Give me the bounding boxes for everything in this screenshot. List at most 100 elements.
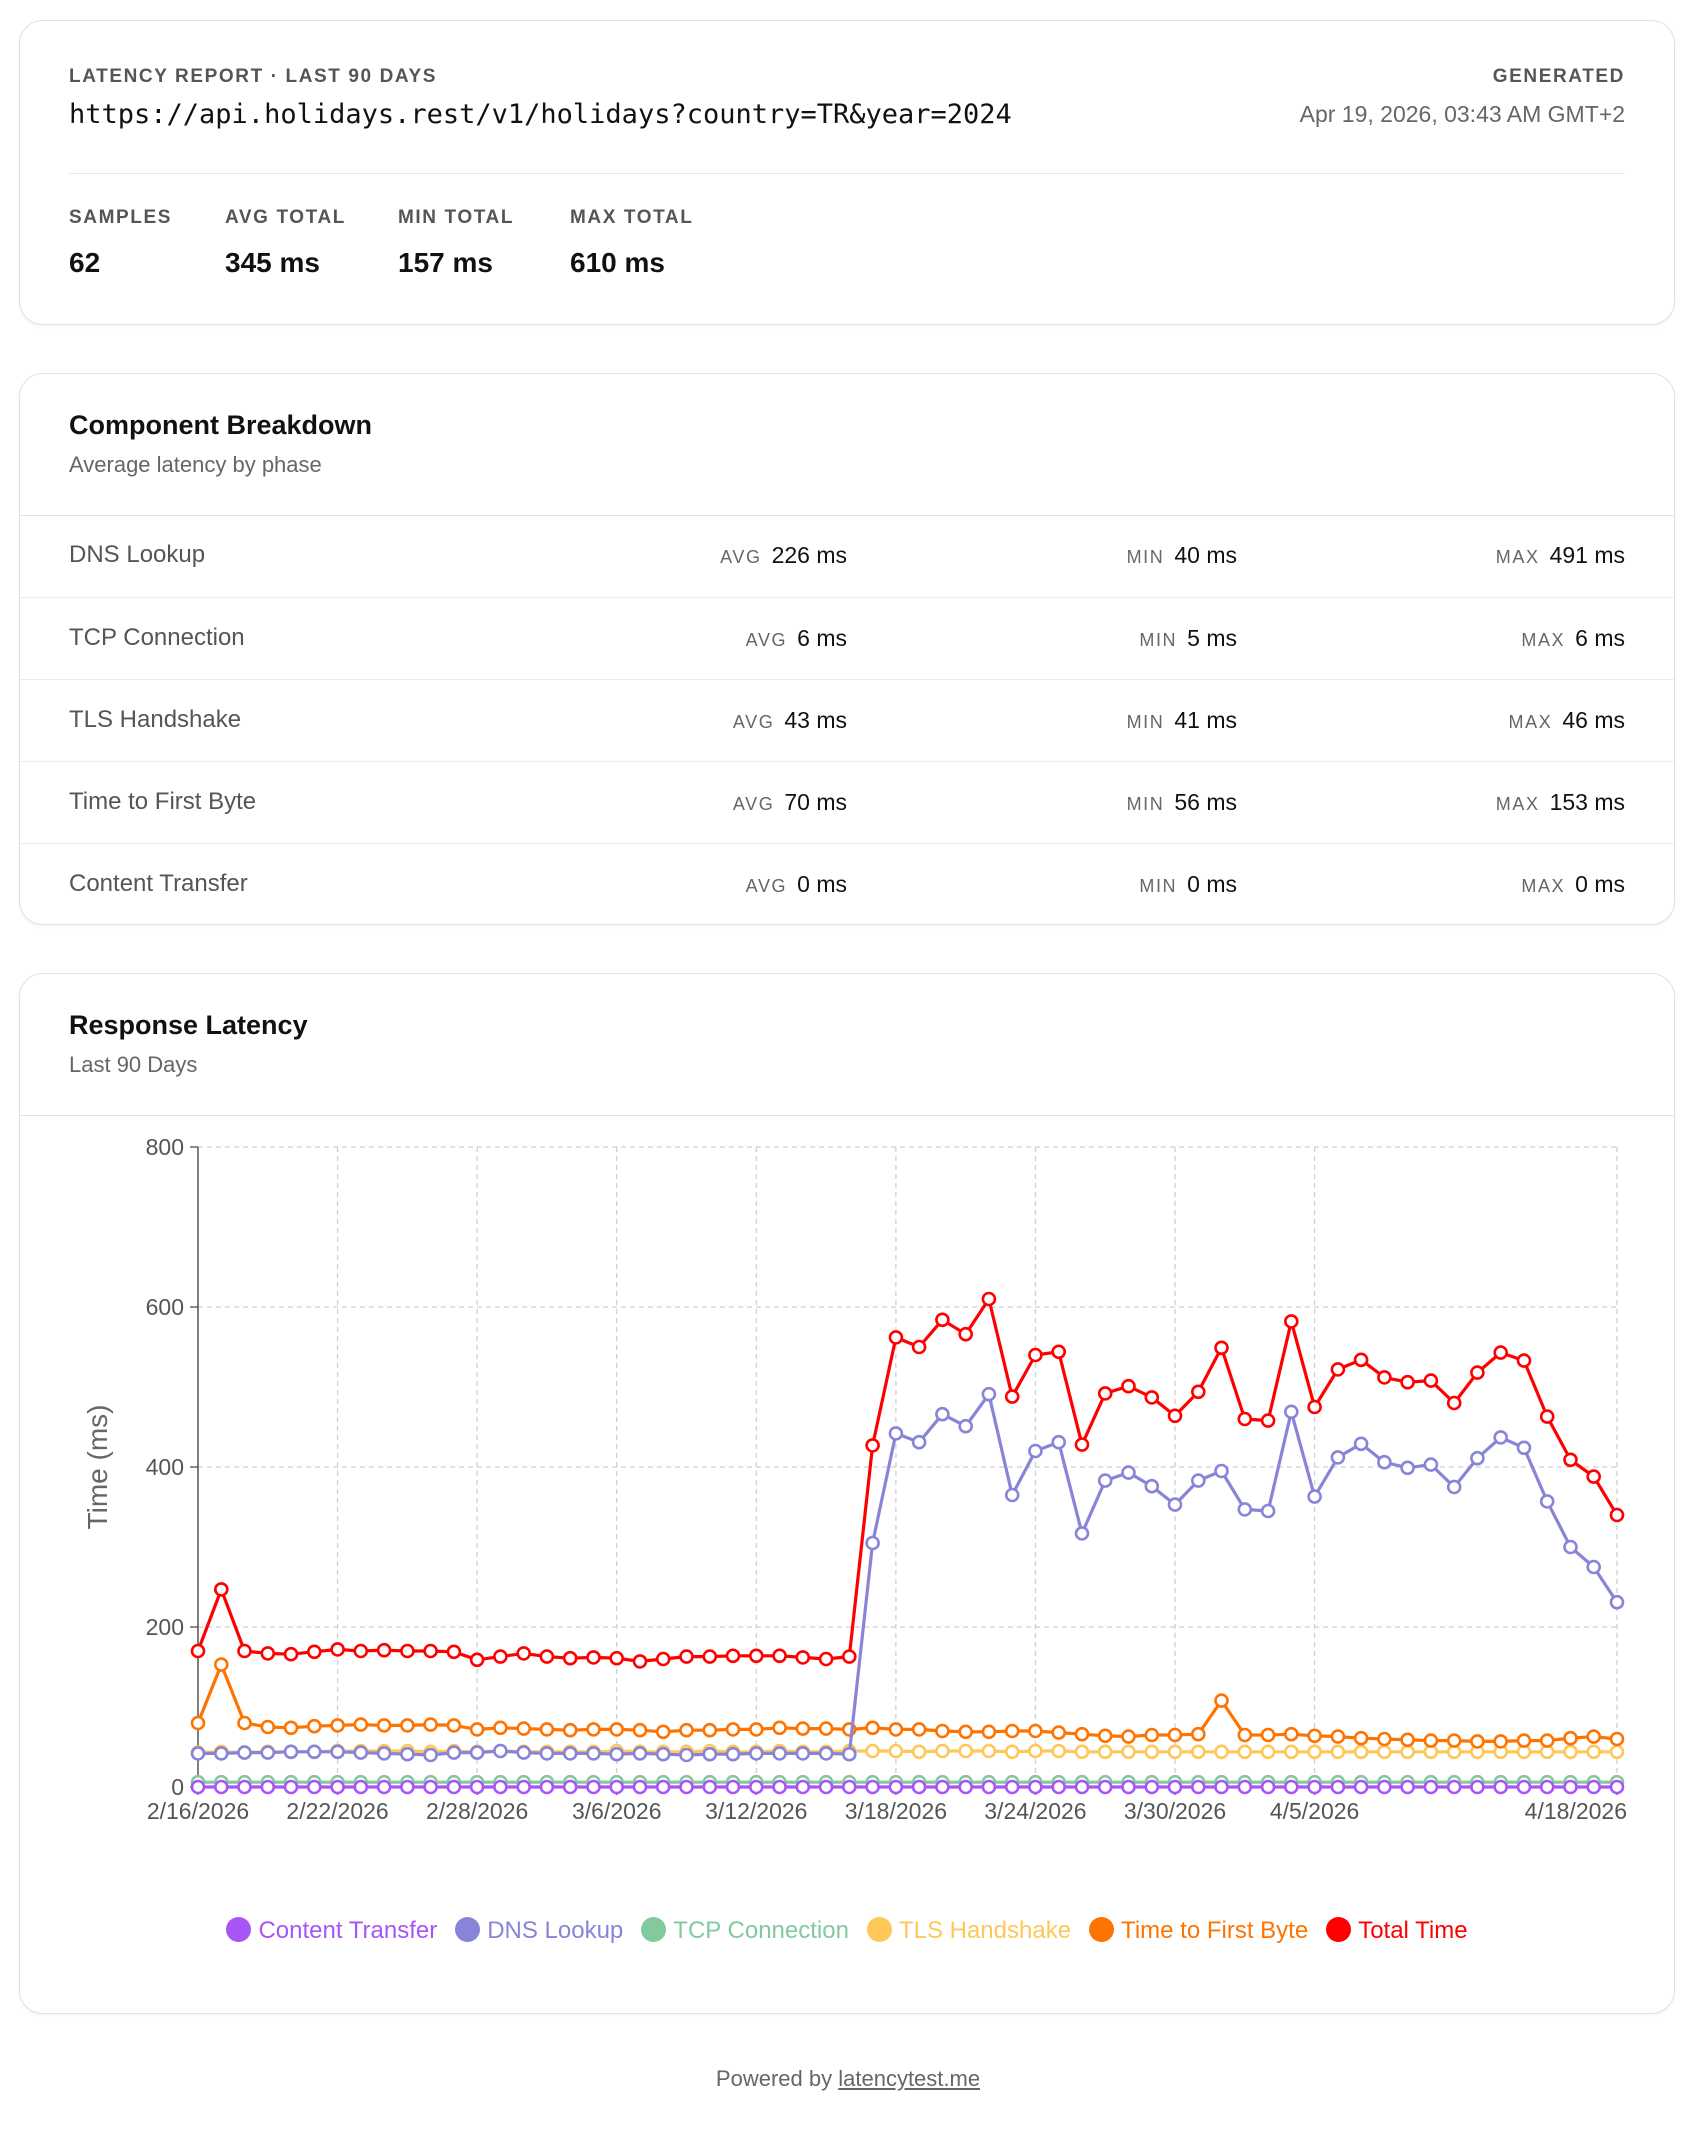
data-point xyxy=(935,1743,950,1759)
data-point xyxy=(353,1717,369,1732)
legend-swatch xyxy=(226,1917,252,1942)
data-point xyxy=(1051,1344,1066,1360)
stat-value: 6 ms xyxy=(1575,625,1625,651)
legend-label: Total Time xyxy=(1358,1917,1468,1944)
data-point xyxy=(562,1722,578,1738)
stat-value: 0 ms xyxy=(1575,871,1625,897)
data-point xyxy=(981,1743,997,1759)
data-point xyxy=(818,1651,834,1667)
stat-key: MIN xyxy=(1126,547,1165,567)
data-point xyxy=(330,1718,345,1733)
series-line-total-time xyxy=(196,1297,1619,1664)
chart-legend: Content Transfer DNS Lookup TCP Connection… xyxy=(20,1917,1674,1945)
breakdown-title: Component Breakdown xyxy=(69,410,373,440)
max-cell: MAX 0 ms xyxy=(1521,871,1625,898)
max-cell: MAX 6 ms xyxy=(1521,625,1625,652)
data-point xyxy=(1586,1744,1601,1760)
data-point xyxy=(1260,1779,1276,1795)
data-point xyxy=(1563,1730,1578,1746)
data-point xyxy=(1330,1450,1346,1465)
data-point xyxy=(1400,1374,1415,1390)
data-point xyxy=(1353,1744,1369,1760)
y-tick-label: 400 xyxy=(146,1454,184,1480)
data-point xyxy=(353,1779,369,1795)
x-tick-label: 3/30/2026 xyxy=(1124,1798,1226,1824)
footer-link[interactable]: latencytest.me xyxy=(838,2066,981,2091)
stat-key: AVG xyxy=(732,712,775,732)
stat-value: 0 ms xyxy=(1187,871,1237,897)
phase-name: Content Transfer xyxy=(69,870,248,897)
data-point xyxy=(748,1648,764,1664)
data-point xyxy=(586,1722,601,1737)
breakdown-row: TLS Handshake AVG 43 ms MIN 41 ms MAX 46 ms xyxy=(20,679,1674,761)
data-point xyxy=(1330,1362,1346,1377)
stat-samples: SAMPLES 62 xyxy=(69,207,172,279)
data-point xyxy=(1237,1411,1253,1427)
legend-item[interactable]: TCP Connection xyxy=(641,1917,849,1945)
data-point xyxy=(1260,1503,1276,1519)
data-point xyxy=(1539,1409,1555,1424)
data-point xyxy=(679,1722,694,1738)
max-cell: MAX 491 ms xyxy=(1496,542,1625,569)
report-header-card: LATENCY REPORT · LAST 90 DAYS https://ap… xyxy=(19,20,1675,325)
data-point xyxy=(306,1779,322,1795)
data-point xyxy=(865,1720,880,1736)
data-point xyxy=(1028,1443,1043,1459)
data-point xyxy=(376,1718,392,1733)
data-point xyxy=(1284,1404,1299,1420)
stat-key: MAX xyxy=(1495,547,1540,567)
data-point xyxy=(655,1724,671,1740)
legend-item[interactable]: Total Time xyxy=(1326,1917,1468,1945)
data-point xyxy=(865,1438,880,1453)
data-point xyxy=(190,1715,206,1731)
data-point xyxy=(795,1779,811,1795)
data-point xyxy=(1539,1733,1555,1748)
data-point xyxy=(1400,1460,1415,1476)
data-point xyxy=(1330,1744,1346,1760)
data-point xyxy=(516,1779,532,1795)
data-point xyxy=(632,1722,648,1738)
chart-subtitle: Last 90 Days xyxy=(69,1052,198,1077)
stat-value: 56 ms xyxy=(1174,789,1237,815)
data-point xyxy=(1237,1744,1253,1760)
generated-value: Apr 19, 2026, 03:43 AM GMT+2 xyxy=(1299,101,1625,127)
stat-label: AVG TOTAL xyxy=(225,207,347,228)
breakdown-row: DNS Lookup AVG 226 ms MIN 40 ms MAX 491 ms xyxy=(20,515,1674,597)
data-point xyxy=(1214,1779,1229,1795)
legend-item[interactable]: Content Transfer xyxy=(226,1917,437,1945)
data-point xyxy=(1028,1779,1043,1795)
data-point xyxy=(237,1643,252,1659)
data-point xyxy=(1051,1743,1066,1759)
data-point xyxy=(539,1779,555,1795)
data-point xyxy=(1121,1378,1136,1394)
data-point xyxy=(330,1779,345,1795)
data-point xyxy=(632,1746,648,1761)
data-point xyxy=(1097,1386,1113,1401)
data-point xyxy=(1004,1723,1020,1739)
data-point xyxy=(1214,1744,1229,1760)
data-point xyxy=(1307,1489,1322,1504)
data-point xyxy=(1353,1730,1369,1746)
data-point xyxy=(1191,1744,1206,1760)
data-point xyxy=(283,1646,299,1662)
x-tick-label: 3/6/2026 xyxy=(572,1798,662,1824)
legend-item[interactable]: TLS Handshake xyxy=(866,1917,1071,1945)
stat-value: 6 ms xyxy=(797,625,847,651)
breakdown-row: Content Transfer AVG 0 ms MIN 0 ms MAX 0 ms xyxy=(20,843,1674,925)
legend-item[interactable]: DNS Lookup xyxy=(455,1917,623,1945)
data-point xyxy=(1609,1507,1625,1523)
data-point xyxy=(306,1644,322,1660)
data-point xyxy=(702,1722,718,1738)
stat-value: 41 ms xyxy=(1174,707,1237,733)
data-point xyxy=(632,1654,648,1669)
data-point xyxy=(469,1779,485,1795)
y-tick-label: 200 xyxy=(146,1614,184,1640)
data-point xyxy=(214,1779,229,1795)
data-point xyxy=(1353,1352,1369,1368)
data-point xyxy=(888,1743,904,1759)
data-point xyxy=(1493,1430,1508,1445)
data-point xyxy=(1353,1436,1369,1452)
legend-item[interactable]: Time to First Byte xyxy=(1089,1917,1308,1945)
data-point xyxy=(1260,1727,1276,1743)
data-point xyxy=(1028,1743,1043,1759)
